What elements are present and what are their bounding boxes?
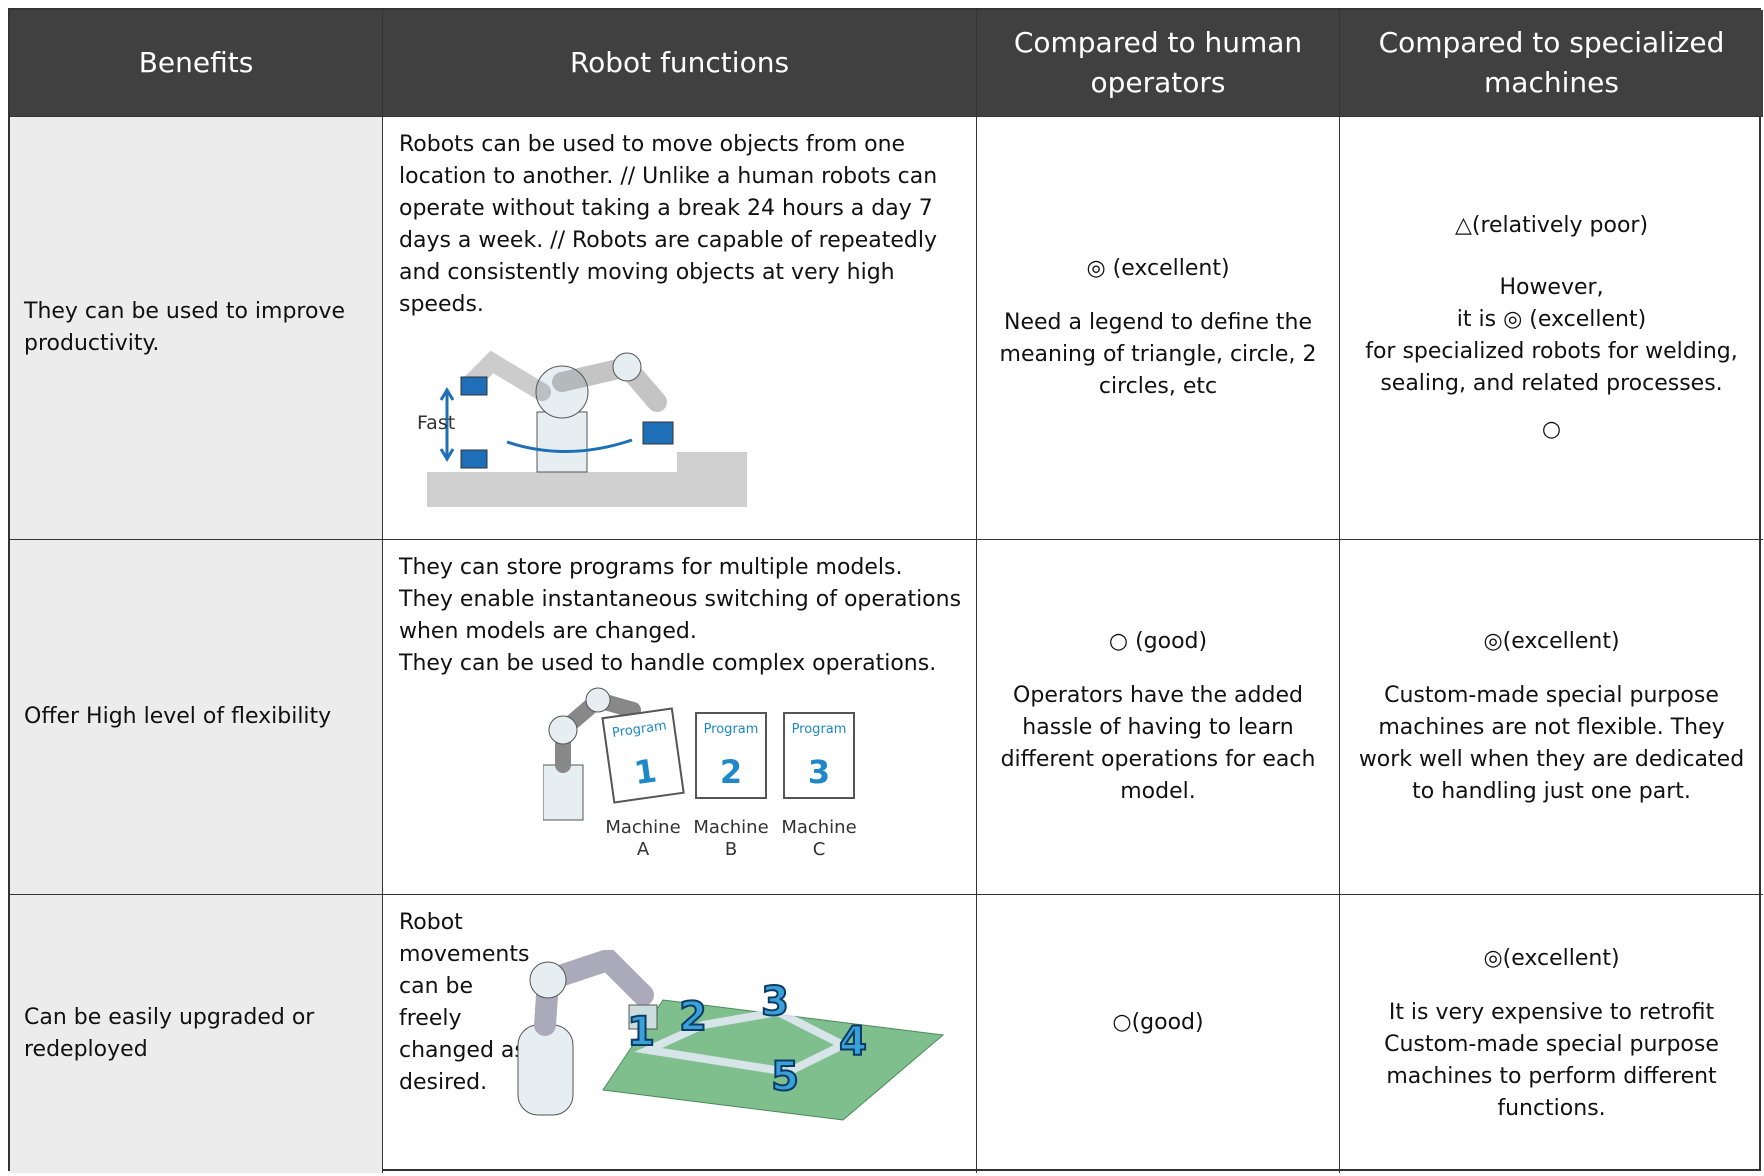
header-cell: Compared to human operators	[977, 10, 1340, 117]
functions-text: Robot movements can be freely changed as…	[399, 907, 529, 1099]
specialized-cell: ◎(excellent) Custom-made special purpose …	[1340, 540, 1763, 895]
program-number: 2	[720, 753, 742, 791]
comparison-table: Benefits Robot functions Compared to hum…	[8, 8, 1763, 1173]
benefit-cell: Can be easily upgraded or redeployed	[10, 895, 383, 1173]
machine-id: C	[813, 839, 826, 860]
benefit-cell: They can be used to improve productivity…	[10, 117, 383, 540]
program-sheet: Program 2	[695, 712, 767, 799]
robot-joint	[585, 687, 611, 713]
machine-id: B	[725, 839, 737, 860]
functions-text: They can store programs for multiple mod…	[399, 552, 962, 680]
text-line: Need a legend to define the meaning of t…	[999, 310, 1317, 399]
header-cell: Robot functions	[383, 10, 977, 117]
program-number: 1	[632, 751, 659, 792]
text-line: It is very expensive to retrofit Custom-…	[1384, 1000, 1719, 1121]
functions-cell: Robot movements can be freely changed as…	[383, 895, 977, 1173]
specialized-cell: △(relatively poor) However, it is ◎ (excel…	[1340, 117, 1763, 540]
human-cell: ○ (good) Operators have the added hassle …	[977, 540, 1340, 895]
program-title: Program	[704, 722, 759, 737]
tool	[628, 1004, 658, 1030]
text-line: They enable instantaneous switching of o…	[399, 587, 962, 644]
text-line: ◎(excellent)	[1483, 629, 1620, 654]
sheet	[783, 712, 855, 799]
text-line: for specialized robots for welding, seal…	[1365, 339, 1738, 396]
robot-base	[543, 764, 584, 821]
text-line: ○(good)	[1112, 1010, 1204, 1035]
arrow	[506, 438, 633, 453]
workpiece	[460, 449, 488, 469]
step-number: 4	[839, 1019, 867, 1065]
robot-joint	[612, 352, 642, 382]
text-line: ○	[1541, 417, 1562, 442]
header-cell: Compared to specialized machines	[1340, 10, 1763, 117]
text-line: Robots can be used to move objects from …	[399, 132, 938, 317]
program-number: 3	[808, 753, 830, 791]
workpiece	[460, 376, 488, 396]
text-line: However,	[1499, 275, 1604, 300]
human-cell: ○(good)	[977, 895, 1340, 1173]
robot-arm	[534, 950, 654, 1036]
text-line: ◎ (excellent)	[1086, 256, 1230, 281]
step-number: 3	[761, 979, 789, 1025]
robot-fast-illustration: Fast	[417, 350, 747, 507]
human-cell: ◎ (excellent) Need a legend to define the…	[977, 117, 1340, 540]
robot-joint	[548, 715, 578, 745]
figure-label: Fast	[417, 412, 455, 434]
step-number: 1	[627, 1009, 655, 1055]
text-line: They can be used to handle complex opera…	[399, 651, 937, 676]
text-line: Robot movements can be freely changed as…	[399, 910, 530, 1095]
benefit-cell: Offer High level of flexibility	[10, 540, 383, 895]
text-line: △(relatively poor)	[1454, 213, 1649, 238]
workpiece	[642, 421, 674, 445]
robot-arm-ghost	[463, 350, 551, 401]
text-line: it is ◎ (excellent)	[1456, 307, 1647, 332]
platform	[427, 452, 747, 507]
header-cell: Benefits	[10, 10, 383, 117]
path	[634, 1007, 852, 1077]
robot-joint	[535, 365, 589, 419]
step-number: 2	[679, 994, 707, 1040]
sheet	[695, 712, 767, 799]
arrow-head	[439, 387, 455, 462]
machine-label: Machine	[605, 817, 680, 838]
text-line: ◎(excellent)	[1483, 946, 1620, 971]
specialized-cell: ◎(excellent) It is very expensive to retr…	[1340, 895, 1763, 1173]
sheet	[601, 707, 685, 804]
functions-cell: They can store programs for multiple mod…	[383, 540, 977, 895]
machine-id: A	[637, 839, 650, 860]
robot-base	[517, 1024, 574, 1116]
functions-text: Robots can be used to move objects from …	[399, 129, 962, 321]
functions-cell: Robots can be used to move objects from …	[383, 117, 977, 540]
program-sheet: Program 3	[783, 712, 855, 799]
machine-label: Machine	[781, 817, 856, 838]
robot-base	[536, 411, 588, 473]
robot-joint	[529, 961, 567, 999]
redeploy-illustration: 1 2 3 45	[517, 950, 945, 1121]
robot-arm	[555, 691, 641, 773]
text-line: Operators have the added hassle of havin…	[1000, 683, 1316, 804]
program-title: Program	[792, 722, 847, 737]
text-line: They can store programs for multiple mod…	[399, 555, 903, 580]
text-line: Custom-made special purpose machines are…	[1358, 683, 1745, 804]
text-line: ○ (good)	[1108, 629, 1208, 654]
program-illustration: Program1MachineAProgram2MachineBProgram3…	[543, 687, 857, 860]
machine-label: Machine	[693, 817, 768, 838]
step-number: 5	[771, 1054, 799, 1100]
